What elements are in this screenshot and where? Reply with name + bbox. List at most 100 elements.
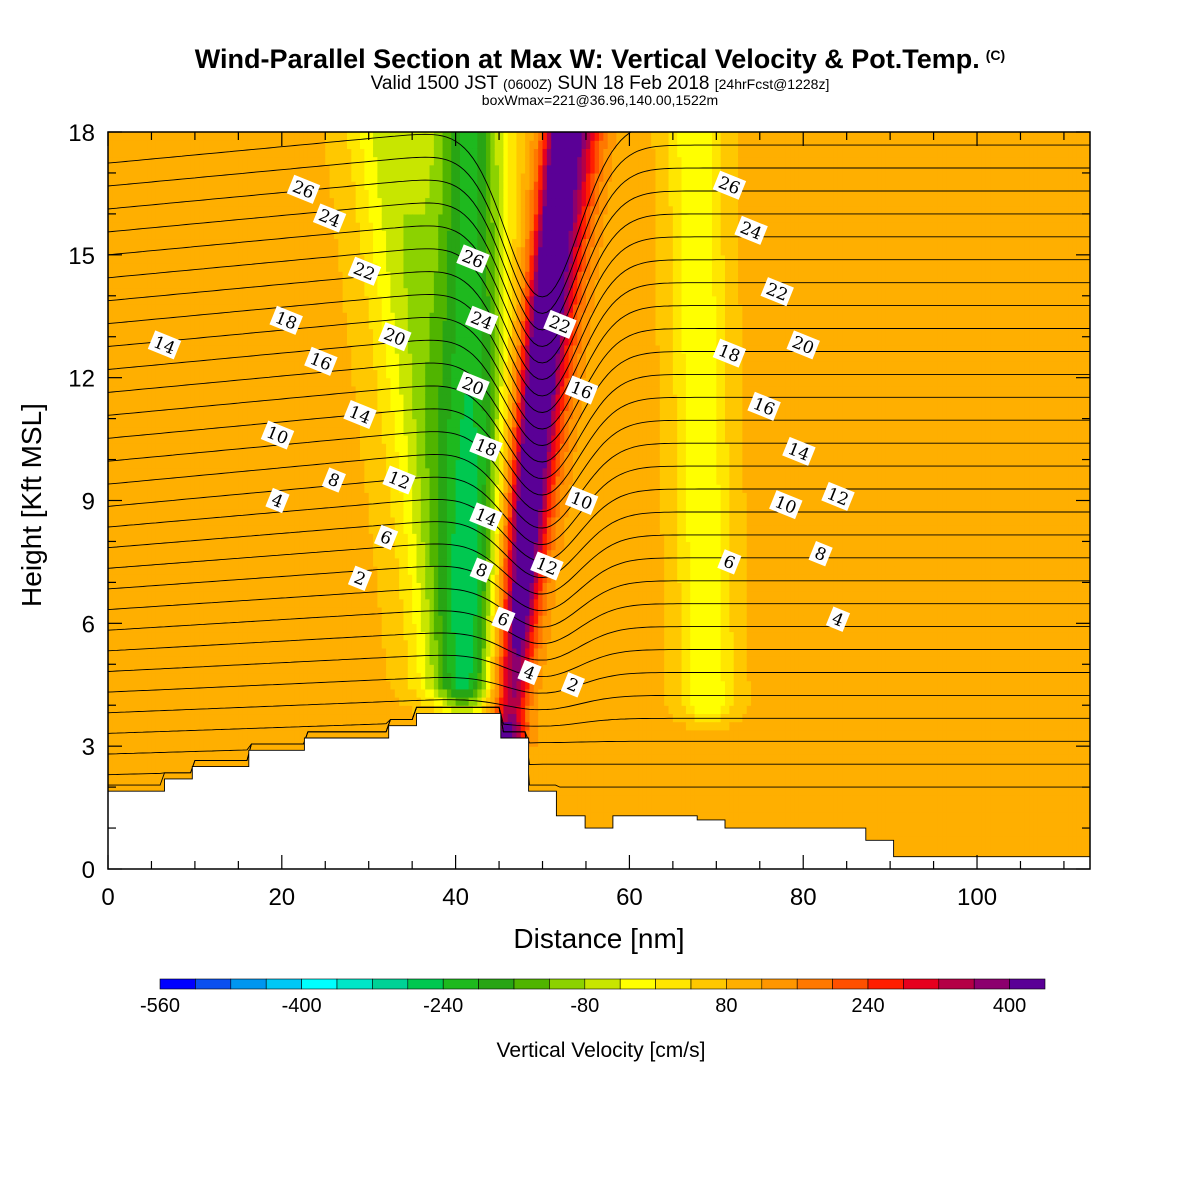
w-cell	[243, 157, 248, 166]
w-cell	[238, 484, 243, 493]
w-cell	[160, 304, 165, 313]
w-cell	[325, 378, 330, 387]
w-cell	[273, 689, 278, 698]
w-cell	[204, 247, 209, 256]
w-cell	[125, 378, 130, 387]
w-cell	[295, 402, 300, 411]
w-cell	[317, 378, 322, 387]
w-cell	[130, 198, 135, 207]
w-cell	[256, 460, 261, 469]
w-cell	[112, 664, 117, 673]
w-cell	[299, 263, 304, 272]
w-cell	[195, 525, 200, 534]
w-cell	[143, 238, 148, 247]
w-cell	[212, 582, 217, 591]
w-cell	[243, 582, 248, 591]
w-cell	[290, 713, 295, 722]
w-cell	[143, 206, 148, 215]
w-cell	[125, 533, 130, 542]
w-cell	[264, 222, 269, 231]
w-cell	[112, 754, 117, 763]
w-cell	[260, 140, 265, 149]
w-cell	[308, 640, 313, 649]
w-cell	[143, 550, 148, 559]
w-cell	[325, 672, 330, 681]
w-cell	[143, 140, 148, 149]
w-cell	[143, 468, 148, 477]
w-cell	[238, 255, 243, 264]
w-cell	[330, 402, 335, 411]
w-cell	[260, 206, 265, 215]
w-cell	[308, 632, 313, 641]
w-cell	[282, 517, 287, 526]
w-cell	[243, 525, 248, 534]
w-cell	[212, 460, 217, 469]
w-cell	[117, 623, 122, 632]
w-cell	[334, 648, 339, 657]
w-cell	[260, 361, 265, 370]
w-cell	[290, 738, 295, 747]
w-cell	[212, 419, 217, 428]
w-cell	[290, 222, 295, 231]
w-cell	[212, 722, 217, 731]
w-cell	[164, 263, 169, 272]
w-cell	[112, 288, 117, 297]
w-cell	[338, 656, 343, 665]
w-cell	[208, 165, 213, 174]
w-cell	[191, 320, 196, 329]
w-cell	[121, 632, 126, 641]
w-cell	[295, 648, 300, 657]
w-cell	[277, 541, 282, 550]
w-cell	[147, 386, 152, 395]
w-cell	[330, 165, 335, 174]
w-cell	[208, 230, 213, 239]
w-cell	[221, 230, 226, 239]
w-cell	[238, 533, 243, 542]
w-cell	[269, 329, 274, 338]
w-cell	[256, 689, 261, 698]
w-cell	[204, 509, 209, 518]
w-cell	[121, 410, 126, 419]
w-cell	[151, 255, 156, 264]
w-cell	[208, 345, 213, 354]
w-cell	[308, 492, 313, 501]
w-cell	[256, 501, 261, 510]
w-cell	[147, 591, 152, 600]
w-cell	[286, 722, 291, 731]
w-cell	[221, 460, 226, 469]
w-cell	[208, 468, 213, 477]
w-cell	[251, 451, 256, 460]
w-cell	[147, 509, 152, 518]
w-cell	[164, 648, 169, 657]
w-cell	[282, 255, 287, 264]
w-cell	[308, 157, 313, 166]
w-cell	[269, 697, 274, 706]
w-cell	[238, 632, 243, 641]
w-cell	[230, 566, 235, 575]
w-cell	[273, 672, 278, 681]
w-cell	[247, 672, 252, 681]
w-cell	[208, 378, 213, 387]
w-cell	[199, 492, 204, 501]
w-cell	[225, 607, 230, 616]
w-cell	[230, 550, 235, 559]
w-cell	[164, 501, 169, 510]
w-cell	[173, 173, 178, 182]
w-cell	[282, 410, 287, 419]
w-cell	[191, 247, 196, 256]
w-cell	[130, 681, 135, 690]
w-cell	[160, 394, 165, 403]
w-cell	[121, 460, 126, 469]
w-cell	[147, 501, 152, 510]
w-cell	[143, 189, 148, 198]
w-cell	[217, 386, 222, 395]
w-cell	[186, 492, 191, 501]
w-cell	[282, 263, 287, 272]
w-cell	[125, 779, 130, 788]
w-cell	[121, 705, 126, 714]
w-cell	[151, 566, 156, 575]
w-cell	[208, 558, 213, 567]
w-cell	[204, 206, 209, 215]
w-cell	[121, 419, 126, 428]
